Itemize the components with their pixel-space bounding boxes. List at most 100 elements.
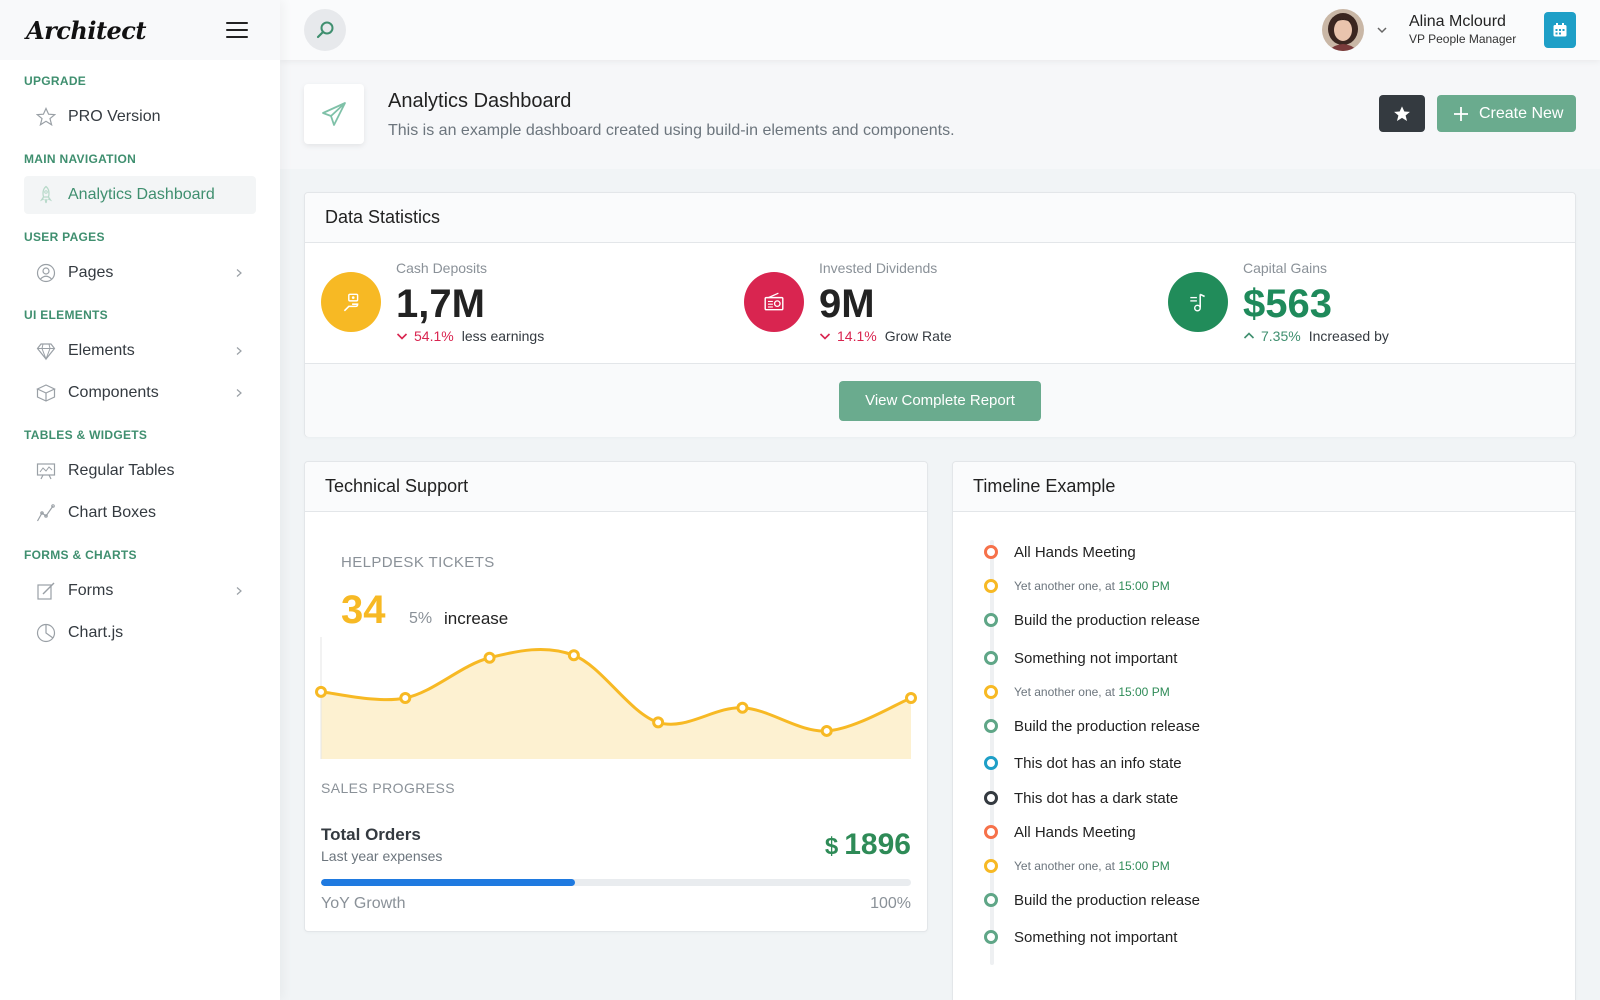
nav-heading: FORMS & CHARTS [24, 548, 137, 562]
nav-heading: TABLES & WIDGETS [24, 428, 148, 442]
progress-track [321, 879, 911, 886]
avatar[interactable] [1322, 9, 1364, 51]
chart-point-5[interactable] [652, 716, 665, 729]
timeline-item: This dot has an info state [953, 751, 1575, 775]
nav-heading: MAIN NAVIGATION [24, 152, 137, 166]
calendar-button[interactable] [1544, 12, 1576, 48]
user-circle-icon [36, 263, 56, 283]
chevron-right-icon [236, 587, 242, 595]
sidebar-item-chart-boxes[interactable]: Chart Boxes [24, 494, 256, 532]
chart-point-6[interactable] [736, 701, 749, 714]
timeline-item: All Hands Meeting [953, 820, 1575, 844]
timeline-subtext: Yet another one, at 15:00 PM [1014, 685, 1170, 699]
user-role: VP People Manager [1409, 32, 1517, 46]
timeline-dot-icon [984, 791, 998, 805]
helpdesk-area-chart [315, 637, 917, 759]
sidebar-item-components[interactable]: Components [24, 374, 256, 412]
card-title: Data Statistics [305, 193, 1575, 243]
star-outline-icon [36, 107, 56, 127]
sidebar-item-pro-version[interactable]: PRO Version [24, 98, 256, 136]
timeline-item: Build the production release [953, 714, 1575, 738]
timeline-item: Yet another one, at 15:00 PM [953, 574, 1575, 598]
app-logo[interactable]: Architect [26, 15, 147, 45]
stat-value: 9M [819, 282, 875, 326]
chart-series-line [320, 647, 912, 733]
stat-label: Invested Dividends [819, 260, 938, 276]
stat-label: Cash Deposits [396, 260, 488, 276]
timeline-item: Something not important [953, 925, 1575, 949]
sidebar-item-elements[interactable]: Elements [24, 332, 256, 370]
sidebar-item-analytics-dashboard[interactable]: Analytics Dashboard [24, 176, 256, 214]
stat-trend: 14.1% Grow Rate [819, 328, 952, 344]
chevron-down-icon[interactable] [1376, 24, 1388, 36]
search-button[interactable] [304, 9, 346, 51]
timeline-dot-icon [984, 756, 998, 770]
yoy-value: 100% [870, 895, 911, 912]
chevron-right-icon [236, 389, 242, 397]
chart-point-3[interactable] [483, 651, 496, 664]
logo-bar: Architect [0, 0, 280, 60]
chart-point-2[interactable] [399, 692, 412, 704]
timeline-dot-icon [984, 825, 998, 839]
timeline-subtext: Yet another one, at 15:00 PM [1014, 859, 1170, 873]
sidebar-item-forms[interactable]: Forms [24, 572, 256, 610]
stat-icon-circle [744, 272, 804, 332]
plus-icon [1454, 106, 1468, 121]
timeline-line [990, 540, 994, 965]
chart-point-1[interactable] [315, 685, 327, 698]
sidebar-item-pages[interactable]: Pages [24, 254, 256, 292]
stat-percent: 54.1% [414, 328, 454, 344]
user-name: Alina Mclourd [1409, 13, 1506, 30]
favorite-button[interactable] [1379, 95, 1425, 132]
sidebar-item-regular-tables[interactable]: Regular Tables [24, 452, 256, 490]
box-icon [36, 384, 56, 402]
timeline-time: 15:00 PM [1118, 859, 1170, 873]
timeline-dot-icon [984, 930, 998, 944]
page-title: Analytics Dashboard [388, 90, 572, 112]
stat-value: 1,7M [396, 282, 485, 326]
timeline-title: This dot has an info state [1014, 754, 1182, 772]
graph-icon [36, 504, 55, 522]
view-report-button[interactable]: View Complete Report [839, 380, 1041, 421]
create-new-button[interactable]: Create New [1437, 95, 1576, 132]
timeline-dot-icon [984, 579, 998, 593]
helpdesk-label: HELPDESK TICKETS [341, 554, 495, 571]
timeline-time: 15:00 PM [1118, 579, 1170, 593]
currency-symbol: $ [824, 833, 839, 860]
sidebar-item-chart-js[interactable]: Chart.js [24, 614, 256, 652]
sidebar-item-label: PRO Version [68, 108, 161, 125]
stat-trend-text: Increased by [1308, 328, 1389, 344]
stat-percent: 14.1% [837, 328, 877, 344]
stats-footer: View Complete Report [305, 363, 1575, 437]
diamond-icon [36, 343, 56, 361]
arrow-up-icon [1243, 332, 1255, 339]
timeline-subtext-label: Yet another one, at [1014, 579, 1115, 593]
yoy-label: YoY Growth [321, 895, 406, 912]
chart-point-4[interactable] [567, 649, 580, 662]
stat-label: Capital Gains [1243, 260, 1328, 276]
tickets-percent: 5% [409, 610, 433, 627]
orders-amount-value: 1896 [844, 828, 911, 861]
orders-title: Total Orders [321, 825, 421, 844]
timeline-time: 15:00 PM [1118, 685, 1170, 699]
arrow-down-icon [819, 333, 831, 340]
timeline-title: Build the production release [1014, 891, 1200, 909]
chart-point-7[interactable] [820, 724, 833, 737]
orders-amount: $1896 [825, 828, 911, 862]
music-note-icon [1190, 293, 1205, 312]
menu-toggle-icon[interactable] [226, 22, 248, 38]
chart-point-8[interactable] [905, 692, 917, 704]
sidebar-item-label: Forms [68, 582, 114, 599]
stat-value: $563 [1243, 282, 1332, 326]
timeline-subtext-label: Yet another one, at [1014, 859, 1115, 873]
timeline-dot-icon [984, 859, 998, 873]
calendar-icon [1553, 23, 1567, 37]
timeline-title: Something not important [1014, 928, 1178, 946]
sidebar-item-label: Regular Tables [68, 462, 175, 479]
timeline-dot-icon [984, 719, 998, 733]
chart-area-fill [321, 649, 911, 759]
card-title: Technical Support [305, 462, 927, 512]
timeline-subtext: Yet another one, at 15:00 PM [1014, 579, 1170, 593]
timeline-item: All Hands Meeting [953, 540, 1575, 564]
card-title: Timeline Example [953, 462, 1575, 512]
